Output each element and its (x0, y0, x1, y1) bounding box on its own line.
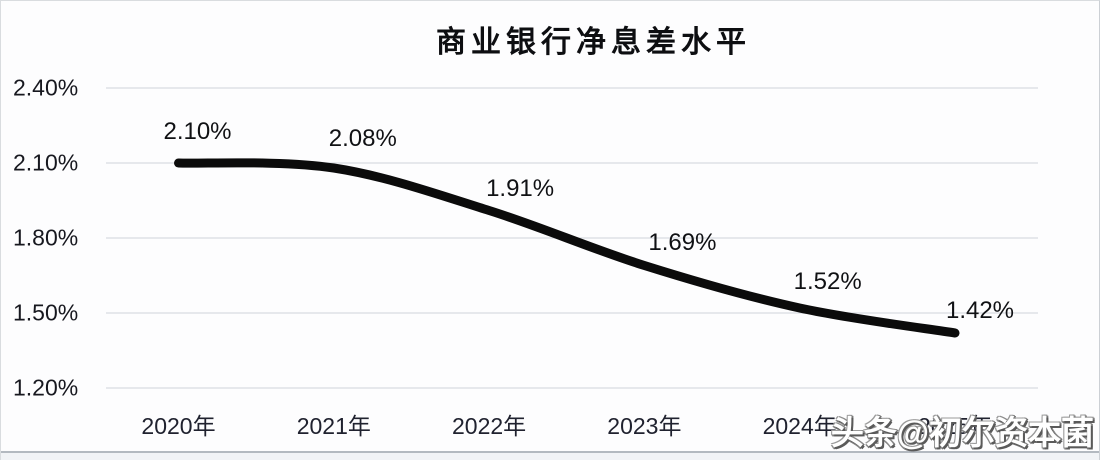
chart-title: 商业银行净息差水平 (436, 26, 751, 59)
data-point-label: 1.69% (648, 228, 717, 256)
x-axis-label: 2020年 (141, 413, 216, 439)
data-point-label: 1.52% (793, 268, 862, 295)
x-axis-label: 2021年 (296, 413, 371, 439)
x-axis-label: 2025年 (917, 413, 993, 439)
x-axis-label: 2023年 (607, 413, 682, 439)
data-point-label: 2.08% (328, 125, 397, 152)
data-point-label: 1.91% (486, 174, 555, 202)
y-axis-tick-label: 1.20% (13, 374, 79, 401)
bottom-strip (1, 453, 1099, 460)
bottom-border-line (1, 451, 1099, 453)
y-axis-tick-label: 2.10% (13, 149, 79, 176)
data-line (174, 158, 960, 338)
data-point-label: 2.10% (163, 118, 232, 145)
x-axis-label: 2022年 (452, 413, 527, 439)
x-axis-label: 2024年 (762, 413, 837, 439)
y-axis-tick-label: 1.50% (13, 299, 79, 326)
y-axis-tick-label: 1.80% (13, 224, 79, 251)
watermark: 头条@初尔资本菌 (830, 414, 1094, 451)
y-axis-tick-label: 2.40% (13, 74, 79, 101)
data-point-label: 1.42% (945, 297, 1015, 324)
